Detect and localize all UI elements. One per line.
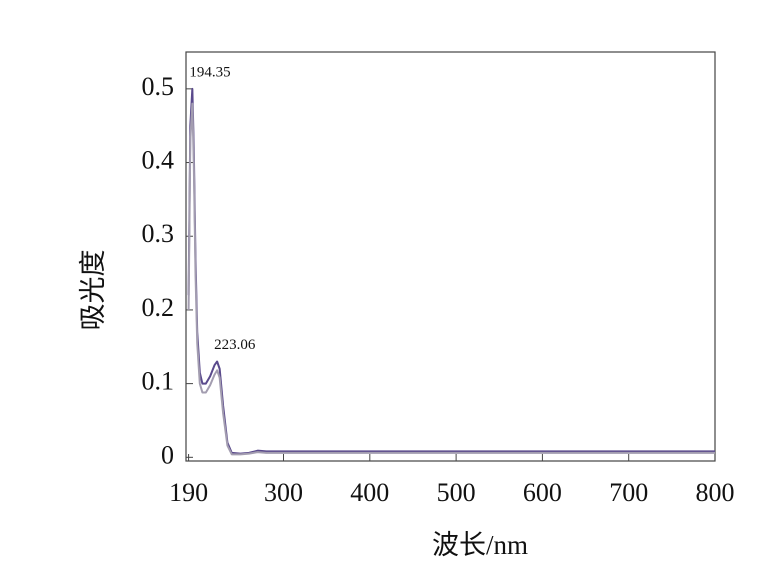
y-tick-label: 0.2 (142, 293, 175, 322)
x-tick-label: 500 (437, 478, 476, 507)
plot-frame (185, 51, 716, 462)
y-axis-label: 吸光度 (78, 250, 108, 331)
y-tick-label: 0.4 (142, 146, 175, 175)
y-tick-label: 0.1 (142, 367, 175, 396)
y-tick-label: 0.3 (142, 219, 175, 248)
x-tick-label: 700 (609, 478, 648, 507)
series-line (187, 102, 715, 456)
y-tick-label: 0.5 (142, 72, 175, 101)
x-axis-label: 波长/nm (432, 530, 528, 560)
x-tick-label: 190 (169, 478, 208, 507)
series-line (187, 87, 715, 455)
x-tick-label: 300 (264, 478, 303, 507)
peak-label: 194.35 (189, 64, 230, 80)
peak-label: 223.06 (214, 337, 256, 353)
x-tick-label: 600 (523, 478, 562, 507)
x-tick-label: 800 (696, 478, 735, 507)
x-tick-label: 400 (350, 478, 389, 507)
y-tick-label: 0 (161, 440, 174, 469)
